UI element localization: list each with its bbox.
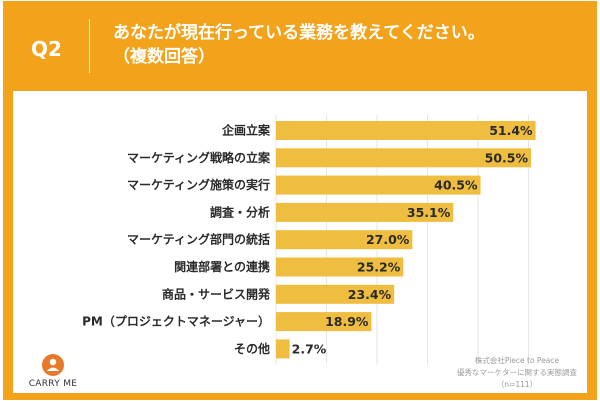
- bar: [276, 312, 372, 332]
- bar: [276, 202, 454, 222]
- source-line1: 株式会社Piece to Peace: [474, 356, 560, 365]
- chart-title: あなたが現在行っている業務を教えてください。 （複数回答）: [113, 21, 485, 69]
- bar-chart: 企画立案 51.4% マーケティング戦略の立案 50.5% マーケティング施策の実行 40…: [82, 115, 536, 365]
- value-label: 2.7%: [292, 341, 327, 356]
- bar: [276, 284, 395, 304]
- category-label: マーケティング施策の実行: [127, 177, 270, 192]
- brand-name: CARRY ME: [28, 379, 78, 389]
- bar: [276, 339, 290, 359]
- category-label: マーケティング部門の統括: [127, 232, 270, 247]
- category-label: 調査・分析: [210, 204, 270, 219]
- value-label: 35.1%: [407, 205, 451, 220]
- header-divider: [89, 19, 90, 73]
- chart-title-line1: あなたが現在行っている業務を教えてください。: [113, 23, 485, 43]
- category-label: PM（プロジェクトマネージャー）: [82, 314, 270, 329]
- category-label: マーケティング戦略の立案: [127, 150, 271, 165]
- chart-title-line2: （複数回答）: [113, 47, 215, 67]
- brand-logo: CARRY ME: [23, 353, 83, 389]
- source-line2: 優秀なマーケターに関する実態調査: [457, 368, 577, 377]
- value-label: 40.5%: [434, 178, 478, 193]
- bar: [276, 257, 404, 277]
- source-note: 株式会社Piece to Peace 優秀なマーケターに関する実態調査 （n=1…: [457, 355, 577, 391]
- category-label: その他: [234, 341, 270, 356]
- category-label: 商品・サービス開発: [162, 286, 271, 301]
- question-id: Q2: [31, 37, 62, 61]
- chart-panel: 企画立案 51.4% マーケティング戦略の立案 50.5% マーケティング施策の実行 40…: [13, 91, 587, 393]
- value-label: 25.2%: [357, 260, 401, 275]
- bar: [276, 121, 536, 140]
- value-label: 27.0%: [366, 232, 410, 247]
- value-label: 18.9%: [325, 314, 369, 329]
- carry-me-logo-icon: [42, 354, 64, 376]
- bar: [276, 148, 532, 168]
- value-label: 23.4%: [348, 287, 392, 302]
- value-label: 50.5%: [485, 150, 529, 165]
- bar: [276, 175, 481, 195]
- chart-header: Q2 あなたが現在行っている業務を教えてください。 （複数回答）: [3, 1, 597, 87]
- chart-frame: Q2 あなたが現在行っている業務を教えてください。 （複数回答） 企画立案 51.…: [3, 1, 597, 400]
- category-label: 関連部署との連携: [174, 259, 270, 274]
- source-line3: （n=111）: [496, 380, 538, 389]
- category-label: 企画立案: [221, 123, 271, 138]
- bar: [276, 230, 413, 250]
- value-label: 51.4%: [489, 123, 533, 138]
